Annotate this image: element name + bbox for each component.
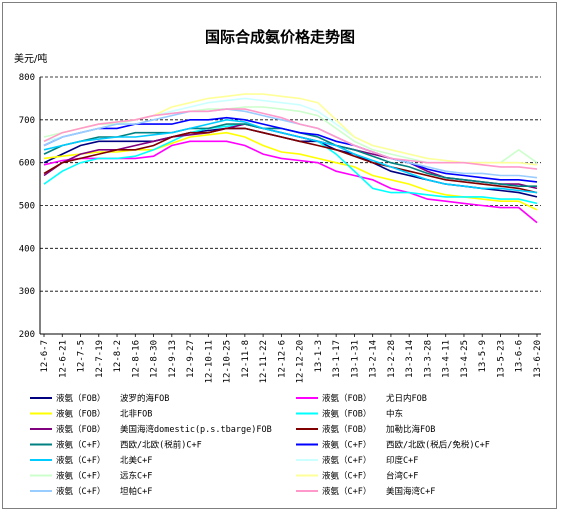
legend-series-name: 美国海湾domestic(p.s.tbarge)FOB (120, 424, 272, 435)
legend-product-label: 液氨（FOB） (56, 424, 105, 435)
series-line-7 (43, 116, 538, 183)
series-line-2 (43, 131, 538, 211)
y-tick-label: 300 (19, 287, 35, 297)
legend-series-name: 西欧/北欧(税前)C+F (120, 440, 202, 451)
x-tick-label: 12-11-22 (259, 340, 269, 383)
x-tick-label: 12-9-13 (168, 340, 178, 378)
x-tick-label: 12-11-8 (241, 340, 251, 378)
x-tick-label: 12-8-2 (113, 340, 123, 373)
legend-series-name: 加勒比海FOB (386, 424, 435, 435)
x-tick-label: 12-9-27 (186, 340, 196, 378)
legend-product-label: 液氨（FOB） (56, 409, 105, 420)
x-tick-label: 13-5-9 (478, 340, 488, 373)
x-tick-label: 13-1-17 (332, 340, 342, 378)
y-tick-label: 500 (19, 202, 35, 212)
series-line-1 (43, 140, 538, 224)
legend-product-label: 液氨（C+F） (322, 471, 371, 482)
legend-product-label: 液氨（FOB） (322, 393, 371, 404)
x-tick-label: 13-4-25 (460, 340, 470, 378)
x-tick-label: 13-2-14 (369, 340, 379, 378)
legend-product-label: 液氨（C+F） (322, 440, 371, 451)
x-tick-label: 13-1-3 (314, 340, 324, 373)
x-tick-label: 13-5-23 (496, 340, 506, 378)
legend-series-name: 坦帕C+F (120, 486, 152, 497)
y-tick-label: 700 (19, 116, 35, 126)
chart-frame (2, 2, 557, 509)
legend: 液氨（FOB） 波罗的海FOB 液氨（FOB） 尤日内FOB 液氨（FOB） 北非FOB 液… (30, 393, 490, 497)
x-tick-label: 13-3-28 (423, 340, 433, 378)
x-tick-label: 13-6-6 (515, 340, 525, 373)
x-tick-label: 13-6-20 (533, 340, 543, 378)
legend-series-name: 尤日内FOB (386, 393, 427, 404)
series-line-13 (43, 108, 538, 170)
legend-product-label: 液氨（C+F） (56, 471, 105, 482)
series-lines (43, 93, 538, 224)
grid (40, 76, 541, 292)
legend-series-name: 台湾C+F (386, 471, 418, 482)
legend-product-label: 液氨（FOB） (322, 409, 371, 420)
axes: 200 300 400 500 600 700 800 12-6-7 12-6-21 12-7-5… (19, 73, 543, 383)
legend-product-label: 液氨（C+F） (56, 486, 105, 497)
y-unit-label: 美元/吨 (14, 52, 47, 65)
x-tick-label: 12-10-11 (204, 340, 214, 383)
series-line-8 (43, 118, 538, 194)
y-tick-label: 600 (19, 159, 35, 169)
legend-series-name: 西欧/北欧(税后/免税)C+F (386, 440, 490, 451)
series-line-5 (43, 127, 538, 194)
series-line-6 (43, 123, 537, 187)
x-tick-label: 12-7-5 (77, 340, 87, 373)
x-tick-label: 13-3-14 (405, 340, 415, 378)
x-tick-label: 12-10-25 (223, 340, 233, 383)
legend-product-label: 液氨（C+F） (56, 455, 105, 466)
legend-product-label: 液氨（FOB） (322, 424, 371, 435)
series-line-12 (43, 108, 538, 179)
chart-title: 国际合成氨价格走势图 (205, 28, 355, 46)
x-tick-label: 12-12-6 (277, 340, 287, 378)
x-tick-label: 13-4-11 (442, 340, 452, 378)
x-tick-label: 12-8-30 (150, 340, 160, 378)
y-tick-label: 400 (19, 244, 35, 254)
x-tick-label: 13-1-31 (350, 340, 360, 378)
legend-series-name: 北非FOB (120, 409, 152, 420)
x-tick-label: 12-8-16 (131, 340, 141, 378)
series-line-9 (43, 97, 538, 166)
legend-product-label: 液氨（FOB） (56, 393, 105, 404)
legend-series-name: 中东 (386, 409, 403, 420)
x-tick-label: 13-2-28 (387, 340, 397, 378)
x-tick-label: 12-6-7 (40, 340, 50, 373)
x-tick-label: 12-7-19 (95, 340, 105, 378)
legend-series-name: 远东C+F (120, 471, 152, 482)
y-tick-label: 800 (19, 73, 35, 83)
legend-product-label: 液氨（C+F） (56, 440, 105, 451)
legend-series-name: 印度C+F (386, 455, 418, 466)
legend-series-name: 北美C+F (120, 455, 152, 466)
y-tick-label: 200 (19, 330, 35, 340)
legend-series-name: 美国海湾C+F (386, 486, 435, 497)
series-line-4 (43, 123, 538, 190)
legend-series-name: 波罗的海FOB (120, 393, 169, 404)
x-tick-label: 12-12-20 (296, 340, 306, 383)
legend-product-label: 液氨（C+F） (322, 486, 371, 497)
series-line-11 (43, 93, 538, 166)
x-tick-label: 12-6-21 (58, 340, 68, 378)
legend-product-label: 液氨（C+F） (322, 455, 371, 466)
